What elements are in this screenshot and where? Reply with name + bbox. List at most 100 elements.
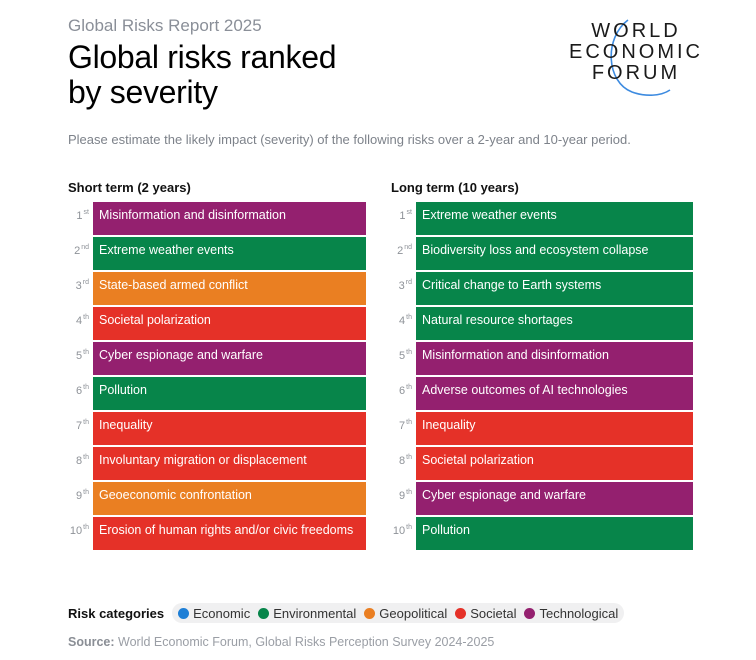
logo-word-economic: ECONOMIC [569, 41, 703, 63]
long-term-heading: Long term (10 years) [391, 180, 519, 195]
legend: Risk categories Economic Environmental Geo… [68, 603, 625, 623]
rank-suffix: st [83, 209, 89, 216]
risk-bar: Erosion of human rights and/or civic fre… [93, 517, 366, 550]
risk-bar: Pollution [93, 377, 366, 410]
legend-items: Economic Environmental Geopolitical Societa… [172, 603, 625, 623]
rank-suffix: th [406, 349, 412, 356]
ranked-risk-row: 2nd Biodiversity loss and ecosystem colla… [391, 237, 695, 272]
title-line-2: by severity [68, 74, 218, 110]
rank-label: 9th [391, 482, 412, 510]
legend-label: Technological [539, 605, 619, 621]
rank-suffix: th [406, 489, 412, 496]
rank-number: 10 [69, 525, 83, 537]
ranked-risk-row: 10th Erosion of human rights and/or civic… [68, 517, 368, 552]
source-note: Source: World Economic Forum, Global Ris… [68, 635, 494, 649]
ranked-risk-row: 8th Involuntary migration or displacement [68, 447, 368, 482]
risk-bar: Extreme weather events [93, 237, 366, 270]
rank-suffix: th [83, 314, 89, 321]
ranked-risk-row: 2nd Extreme weather events [68, 237, 368, 272]
ranked-risk-row: 9th Cyber espionage and warfare [391, 482, 695, 517]
rank-label: 4th [68, 307, 89, 335]
rank-number: 8 [76, 455, 83, 467]
source-text: World Economic Forum, Global Risks Perce… [114, 635, 495, 649]
page-title: Global risks ranked by severity [68, 39, 337, 110]
rank-suffix: th [83, 524, 89, 531]
rank-number: 2 [397, 245, 404, 257]
rank-number: 6 [76, 385, 83, 397]
wef-logo: WORLD ECONOMIC FORUM [566, 16, 706, 100]
rank-suffix: th [406, 454, 412, 461]
rank-suffix: rd [82, 279, 89, 286]
rank-label: 6th [68, 377, 89, 405]
risk-bar: Pollution [416, 517, 693, 550]
legend-title: Risk categories [68, 605, 165, 621]
legend-label: Societal [470, 605, 517, 621]
risk-bar: Inequality [416, 412, 693, 445]
rank-label: 9th [68, 482, 89, 510]
risk-bar: Misinformation and disinformation [93, 202, 366, 235]
rank-label: 10th [60, 517, 89, 545]
rank-suffix: th [406, 419, 412, 426]
risk-bar: Geoeconomic confrontation [93, 482, 366, 515]
risk-bar: Involuntary migration or displacement [93, 447, 366, 480]
rank-suffix: th [406, 384, 412, 391]
rank-suffix: nd [404, 244, 412, 251]
rank-label: 7th [68, 412, 89, 440]
ranked-risk-row: 1st Misinformation and disinformation [68, 202, 368, 237]
short-term-column: Short term (2 years) 1st Misinformation a… [68, 178, 368, 552]
ranked-risk-row: 7th Inequality [391, 412, 695, 447]
risk-bar: Critical change to Earth systems [416, 272, 693, 305]
risk-bar: Inequality [93, 412, 366, 445]
risk-bar: State-based armed conflict [93, 272, 366, 305]
rank-label: 5th [391, 342, 412, 370]
ranked-risk-row: 3rd State-based armed conflict [68, 272, 368, 307]
rank-label: 2nd [391, 237, 412, 265]
rank-number: 9 [76, 490, 83, 502]
rank-suffix: th [83, 454, 89, 461]
logo-word-world: WORLD [591, 20, 681, 42]
legend-label: Environmental [273, 605, 357, 621]
source-label: Source: [68, 635, 115, 649]
ranked-risk-row: 4th Natural resource shortages [391, 307, 695, 342]
legend-dot-icon [524, 607, 536, 619]
short-term-heading: Short term (2 years) [68, 180, 191, 195]
ranked-risk-row: 5th Cyber espionage and warfare [68, 342, 368, 377]
rank-number: 1 [76, 210, 83, 222]
rank-label: 4th [391, 307, 412, 335]
logo-arc-icon [610, 19, 671, 96]
rank-number: 9 [399, 490, 406, 502]
rank-label: 8th [391, 447, 412, 475]
rank-label: 6th [391, 377, 412, 405]
legend-dot-icon [455, 607, 467, 619]
ranked-risk-row: 10th Pollution [391, 517, 695, 552]
rank-number: 8 [399, 455, 406, 467]
legend-item: Economic [178, 606, 250, 621]
risk-bar: Adverse outcomes of AI technologies [416, 377, 693, 410]
rank-number: 2 [74, 245, 81, 257]
long-term-column: Long term (10 years) 1st Extreme weather … [391, 178, 695, 552]
legend-item: Societal [455, 606, 516, 621]
legend-dot-icon [258, 607, 270, 619]
rank-number: 4 [399, 315, 406, 327]
rank-label: 8th [68, 447, 89, 475]
legend-dot-icon [364, 607, 376, 619]
risk-bar: Societal polarization [416, 447, 693, 480]
rank-suffix: th [83, 384, 89, 391]
long-term-rows: 1st Extreme weather events 2nd Biodiversity… [391, 202, 695, 552]
rank-number: 5 [76, 350, 83, 362]
ranked-risk-row: 5th Misinformation and disinformation [391, 342, 695, 377]
rank-number: 6 [399, 385, 406, 397]
risk-bar: Biodiversity loss and ecosystem collapse [416, 237, 693, 270]
ranked-risk-row: 1st Extreme weather events [391, 202, 695, 237]
ranked-risk-row: 6th Adverse outcomes of AI technologies [391, 377, 695, 412]
rank-suffix: th [406, 524, 412, 531]
risk-bar: Cyber espionage and warfare [93, 342, 366, 375]
ranked-risk-row: 9th Geoeconomic confrontation [68, 482, 368, 517]
rank-number: 5 [399, 350, 406, 362]
rank-number: 7 [399, 420, 406, 432]
rank-suffix: st [406, 209, 412, 216]
rank-suffix: th [406, 314, 412, 321]
title-line-1: Global risks ranked [68, 39, 337, 75]
rank-label: 3rd [391, 272, 412, 300]
ranked-risk-row: 7th Inequality [68, 412, 368, 447]
